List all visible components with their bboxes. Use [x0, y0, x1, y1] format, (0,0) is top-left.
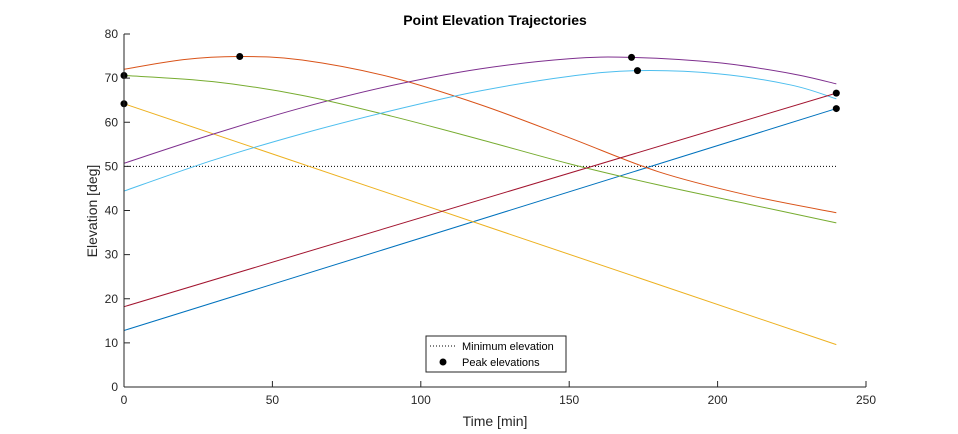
series-line-1 [123, 108, 837, 331]
x-tick-label: 150 [559, 393, 579, 407]
legend-minimum-elevation-label: Minimum elevation [462, 341, 554, 353]
series-line-2 [123, 56, 837, 214]
series-line-3 [123, 103, 837, 346]
legend-box [425, 335, 567, 373]
legend: Minimum elevation Peak elevations [425, 335, 567, 373]
peak-marker-6 [832, 89, 840, 97]
chart-title: Point Elevation Trajectories [403, 12, 587, 28]
y-tick-label: 40 [105, 204, 119, 218]
x-tick-label: 250 [856, 393, 876, 407]
x-tick-label: 50 [266, 393, 280, 407]
y-tick-label: 20 [105, 292, 119, 306]
x-tick-label: 200 [708, 393, 728, 407]
y-tick-label: 80 [105, 27, 119, 41]
y-tick-label: 70 [105, 71, 119, 85]
peak-marker-3 [236, 53, 244, 61]
series-layer [123, 56, 837, 346]
peak-markers [120, 53, 840, 113]
y-axis-label: Elevation [deg] [84, 165, 100, 258]
axes: 0 50 100 150 200 250 0 10 20 30 40 50 60 70 80 [105, 27, 877, 407]
y-tick-label: 50 [105, 159, 119, 173]
legend-peak-elevations-label: Peak elevations [462, 357, 540, 369]
y-tick-label: 30 [105, 248, 119, 262]
series-line-6 [123, 70, 837, 192]
x-axis-label: Time [min] [463, 413, 528, 429]
peak-marker-5 [633, 67, 641, 75]
x-tick-label: 0 [121, 393, 128, 407]
y-tick-label: 60 [105, 115, 119, 129]
legend-peak-elevations-swatch [439, 358, 447, 366]
series-line-5 [123, 74, 837, 224]
series-line-4 [123, 56, 837, 164]
peak-marker-7 [832, 105, 840, 113]
plot-area [124, 34, 866, 387]
y-tick-label: 0 [111, 380, 118, 394]
peak-marker-4 [628, 53, 636, 61]
series-line-7 [123, 92, 837, 308]
y-tick-label: 10 [105, 336, 119, 350]
x-tick-label: 100 [411, 393, 431, 407]
